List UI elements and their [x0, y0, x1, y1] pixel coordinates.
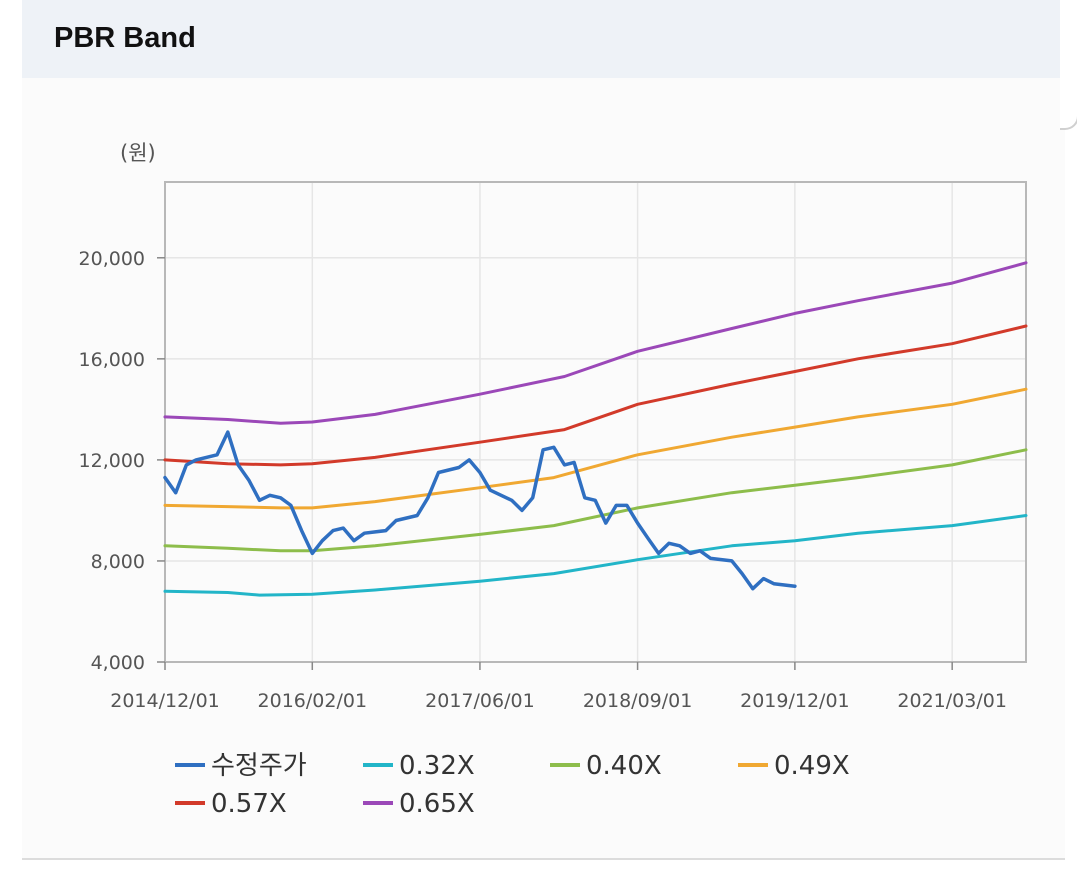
y-tick-label: 16,000 — [79, 349, 145, 371]
legend-label: 0.57X — [211, 789, 287, 819]
x-tick-label: 2021/03/01 — [897, 690, 1007, 712]
y-tick-label: 8,000 — [91, 551, 145, 573]
series-line — [163, 387, 1028, 510]
panel-header: PBR Band — [22, 0, 1065, 78]
series-lines — [163, 261, 1028, 597]
x-tick-label: 2014/12/01 — [110, 690, 220, 712]
y-unit-label: (원) — [120, 141, 156, 165]
series-line — [163, 448, 1028, 553]
scroll-edge — [1060, 0, 1077, 130]
y-tick-label: 20,000 — [79, 248, 145, 270]
legend: 수정주가 0.32X 0.40X 0.49X 0.57X 0.65X — [175, 751, 850, 819]
pbr-band-panel: PBR Band — [22, 0, 1065, 858]
x-tick-label: 2016/02/01 — [258, 690, 368, 712]
panel-title: PBR Band — [54, 22, 196, 54]
axes: 4,000 8,000 12,000 16,000 20,000 2014/12/01 20… — [79, 248, 1007, 712]
x-tick-label: 2019/12/01 — [740, 690, 850, 712]
plot-frame — [164, 181, 1027, 663]
series-line — [163, 261, 1028, 425]
series-line — [163, 324, 1028, 467]
series-line — [163, 514, 1028, 597]
y-tick-label: 4,000 — [91, 652, 145, 674]
legend-label: 0.49X — [774, 751, 850, 781]
x-tick-label: 2018/09/01 — [583, 690, 693, 712]
legend-label: 0.32X — [399, 751, 475, 781]
y-tick-label: 12,000 — [79, 450, 145, 472]
legend-label: 0.65X — [399, 789, 475, 819]
x-tick-label: 2017/06/01 — [425, 690, 535, 712]
panel-divider — [22, 858, 1065, 860]
series-line — [163, 430, 797, 591]
legend-label: 수정주가 — [211, 751, 307, 781]
legend-label: 0.40X — [586, 751, 662, 781]
